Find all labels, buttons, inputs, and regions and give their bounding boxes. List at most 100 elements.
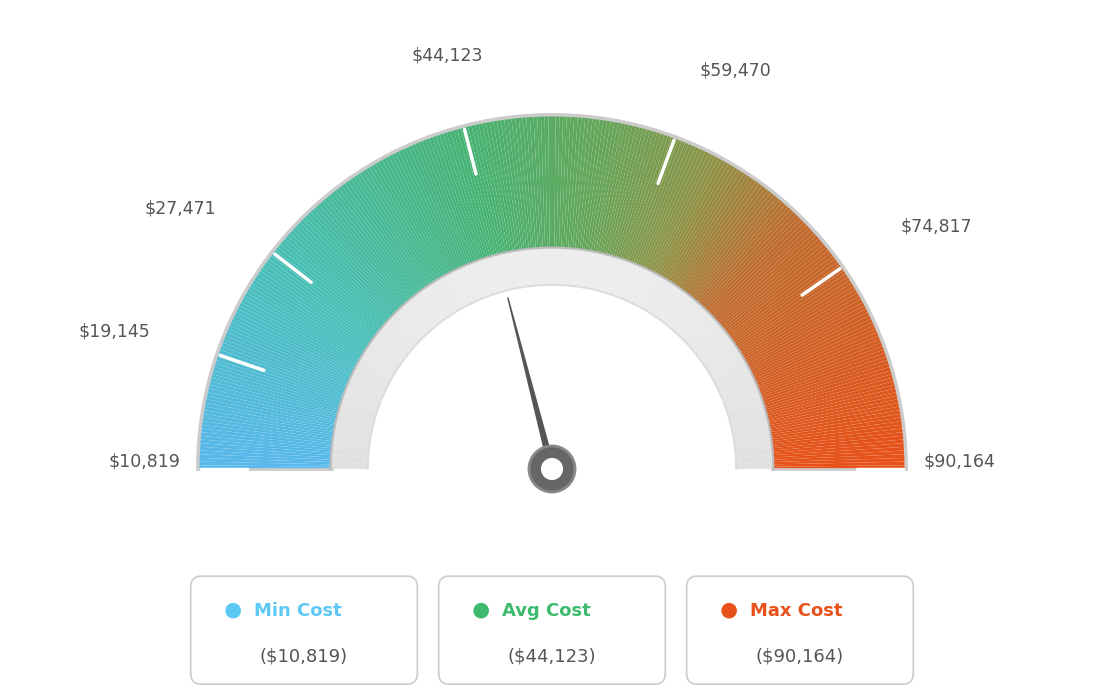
Wedge shape — [397, 148, 458, 271]
Wedge shape — [660, 290, 688, 324]
Wedge shape — [702, 210, 797, 310]
Wedge shape — [698, 333, 731, 361]
Wedge shape — [743, 295, 862, 363]
Wedge shape — [338, 407, 375, 423]
Wedge shape — [449, 129, 490, 259]
Wedge shape — [272, 249, 380, 335]
Wedge shape — [530, 115, 541, 250]
Wedge shape — [522, 116, 535, 250]
Wedge shape — [726, 255, 837, 338]
Text: $59,470: $59,470 — [700, 61, 772, 79]
FancyBboxPatch shape — [687, 576, 913, 684]
Wedge shape — [514, 117, 531, 250]
Wedge shape — [471, 124, 505, 255]
Wedge shape — [460, 126, 498, 257]
Wedge shape — [752, 322, 875, 380]
Wedge shape — [687, 317, 718, 347]
Wedge shape — [353, 174, 431, 287]
Wedge shape — [210, 374, 340, 412]
Wedge shape — [388, 153, 453, 275]
Text: Avg Cost: Avg Cost — [502, 602, 591, 620]
Wedge shape — [415, 141, 469, 266]
Wedge shape — [211, 370, 341, 410]
Wedge shape — [673, 174, 751, 287]
Wedge shape — [531, 248, 541, 286]
Wedge shape — [704, 213, 799, 312]
Wedge shape — [412, 142, 467, 268]
Wedge shape — [761, 356, 889, 401]
Wedge shape — [206, 388, 338, 421]
Wedge shape — [565, 115, 577, 250]
Wedge shape — [767, 399, 900, 428]
Wedge shape — [615, 130, 658, 259]
Wedge shape — [734, 270, 847, 348]
Wedge shape — [673, 303, 703, 335]
Wedge shape — [765, 381, 896, 417]
Wedge shape — [291, 226, 392, 320]
Wedge shape — [723, 246, 829, 333]
Wedge shape — [331, 455, 368, 463]
Wedge shape — [772, 454, 906, 462]
Wedge shape — [656, 157, 723, 277]
Wedge shape — [411, 294, 439, 327]
Wedge shape — [332, 189, 417, 297]
Wedge shape — [318, 201, 408, 304]
Wedge shape — [401, 303, 431, 335]
Wedge shape — [545, 248, 552, 285]
Wedge shape — [213, 363, 342, 406]
Wedge shape — [464, 125, 500, 256]
Wedge shape — [503, 117, 524, 251]
Wedge shape — [771, 435, 905, 451]
Wedge shape — [747, 308, 869, 371]
Wedge shape — [373, 333, 406, 361]
Wedge shape — [299, 219, 396, 315]
Wedge shape — [229, 322, 352, 380]
Wedge shape — [245, 288, 363, 359]
Wedge shape — [646, 279, 670, 313]
Wedge shape — [251, 279, 367, 353]
Wedge shape — [227, 325, 351, 382]
Wedge shape — [232, 315, 354, 375]
Wedge shape — [760, 353, 888, 399]
Wedge shape — [401, 147, 460, 270]
Wedge shape — [445, 272, 468, 308]
Wedge shape — [771, 432, 904, 448]
Wedge shape — [200, 424, 335, 444]
Wedge shape — [416, 290, 444, 324]
Wedge shape — [690, 194, 778, 299]
Wedge shape — [666, 166, 739, 282]
Wedge shape — [637, 142, 692, 268]
Wedge shape — [575, 117, 593, 250]
Wedge shape — [757, 342, 884, 393]
Wedge shape — [282, 237, 385, 327]
Wedge shape — [684, 187, 769, 295]
Wedge shape — [709, 221, 808, 317]
Circle shape — [721, 603, 736, 618]
Wedge shape — [723, 388, 761, 406]
Wedge shape — [541, 115, 548, 250]
Wedge shape — [428, 136, 478, 263]
Wedge shape — [611, 128, 651, 258]
Text: ($44,123): ($44,123) — [508, 648, 596, 666]
Wedge shape — [725, 252, 835, 336]
Wedge shape — [735, 273, 849, 349]
Wedge shape — [636, 272, 659, 308]
Wedge shape — [772, 465, 906, 469]
Wedge shape — [391, 152, 455, 273]
Wedge shape — [619, 263, 640, 300]
Wedge shape — [320, 199, 411, 303]
Wedge shape — [235, 308, 357, 371]
Wedge shape — [630, 268, 652, 305]
Wedge shape — [381, 322, 414, 352]
Wedge shape — [713, 229, 815, 322]
Wedge shape — [209, 377, 340, 415]
Wedge shape — [404, 146, 463, 269]
Wedge shape — [335, 421, 372, 435]
Wedge shape — [381, 157, 448, 277]
Wedge shape — [355, 172, 433, 286]
Wedge shape — [497, 253, 512, 290]
Wedge shape — [347, 381, 383, 401]
Text: $10,819: $10,819 — [108, 453, 180, 471]
Wedge shape — [368, 285, 736, 469]
Wedge shape — [349, 375, 385, 396]
